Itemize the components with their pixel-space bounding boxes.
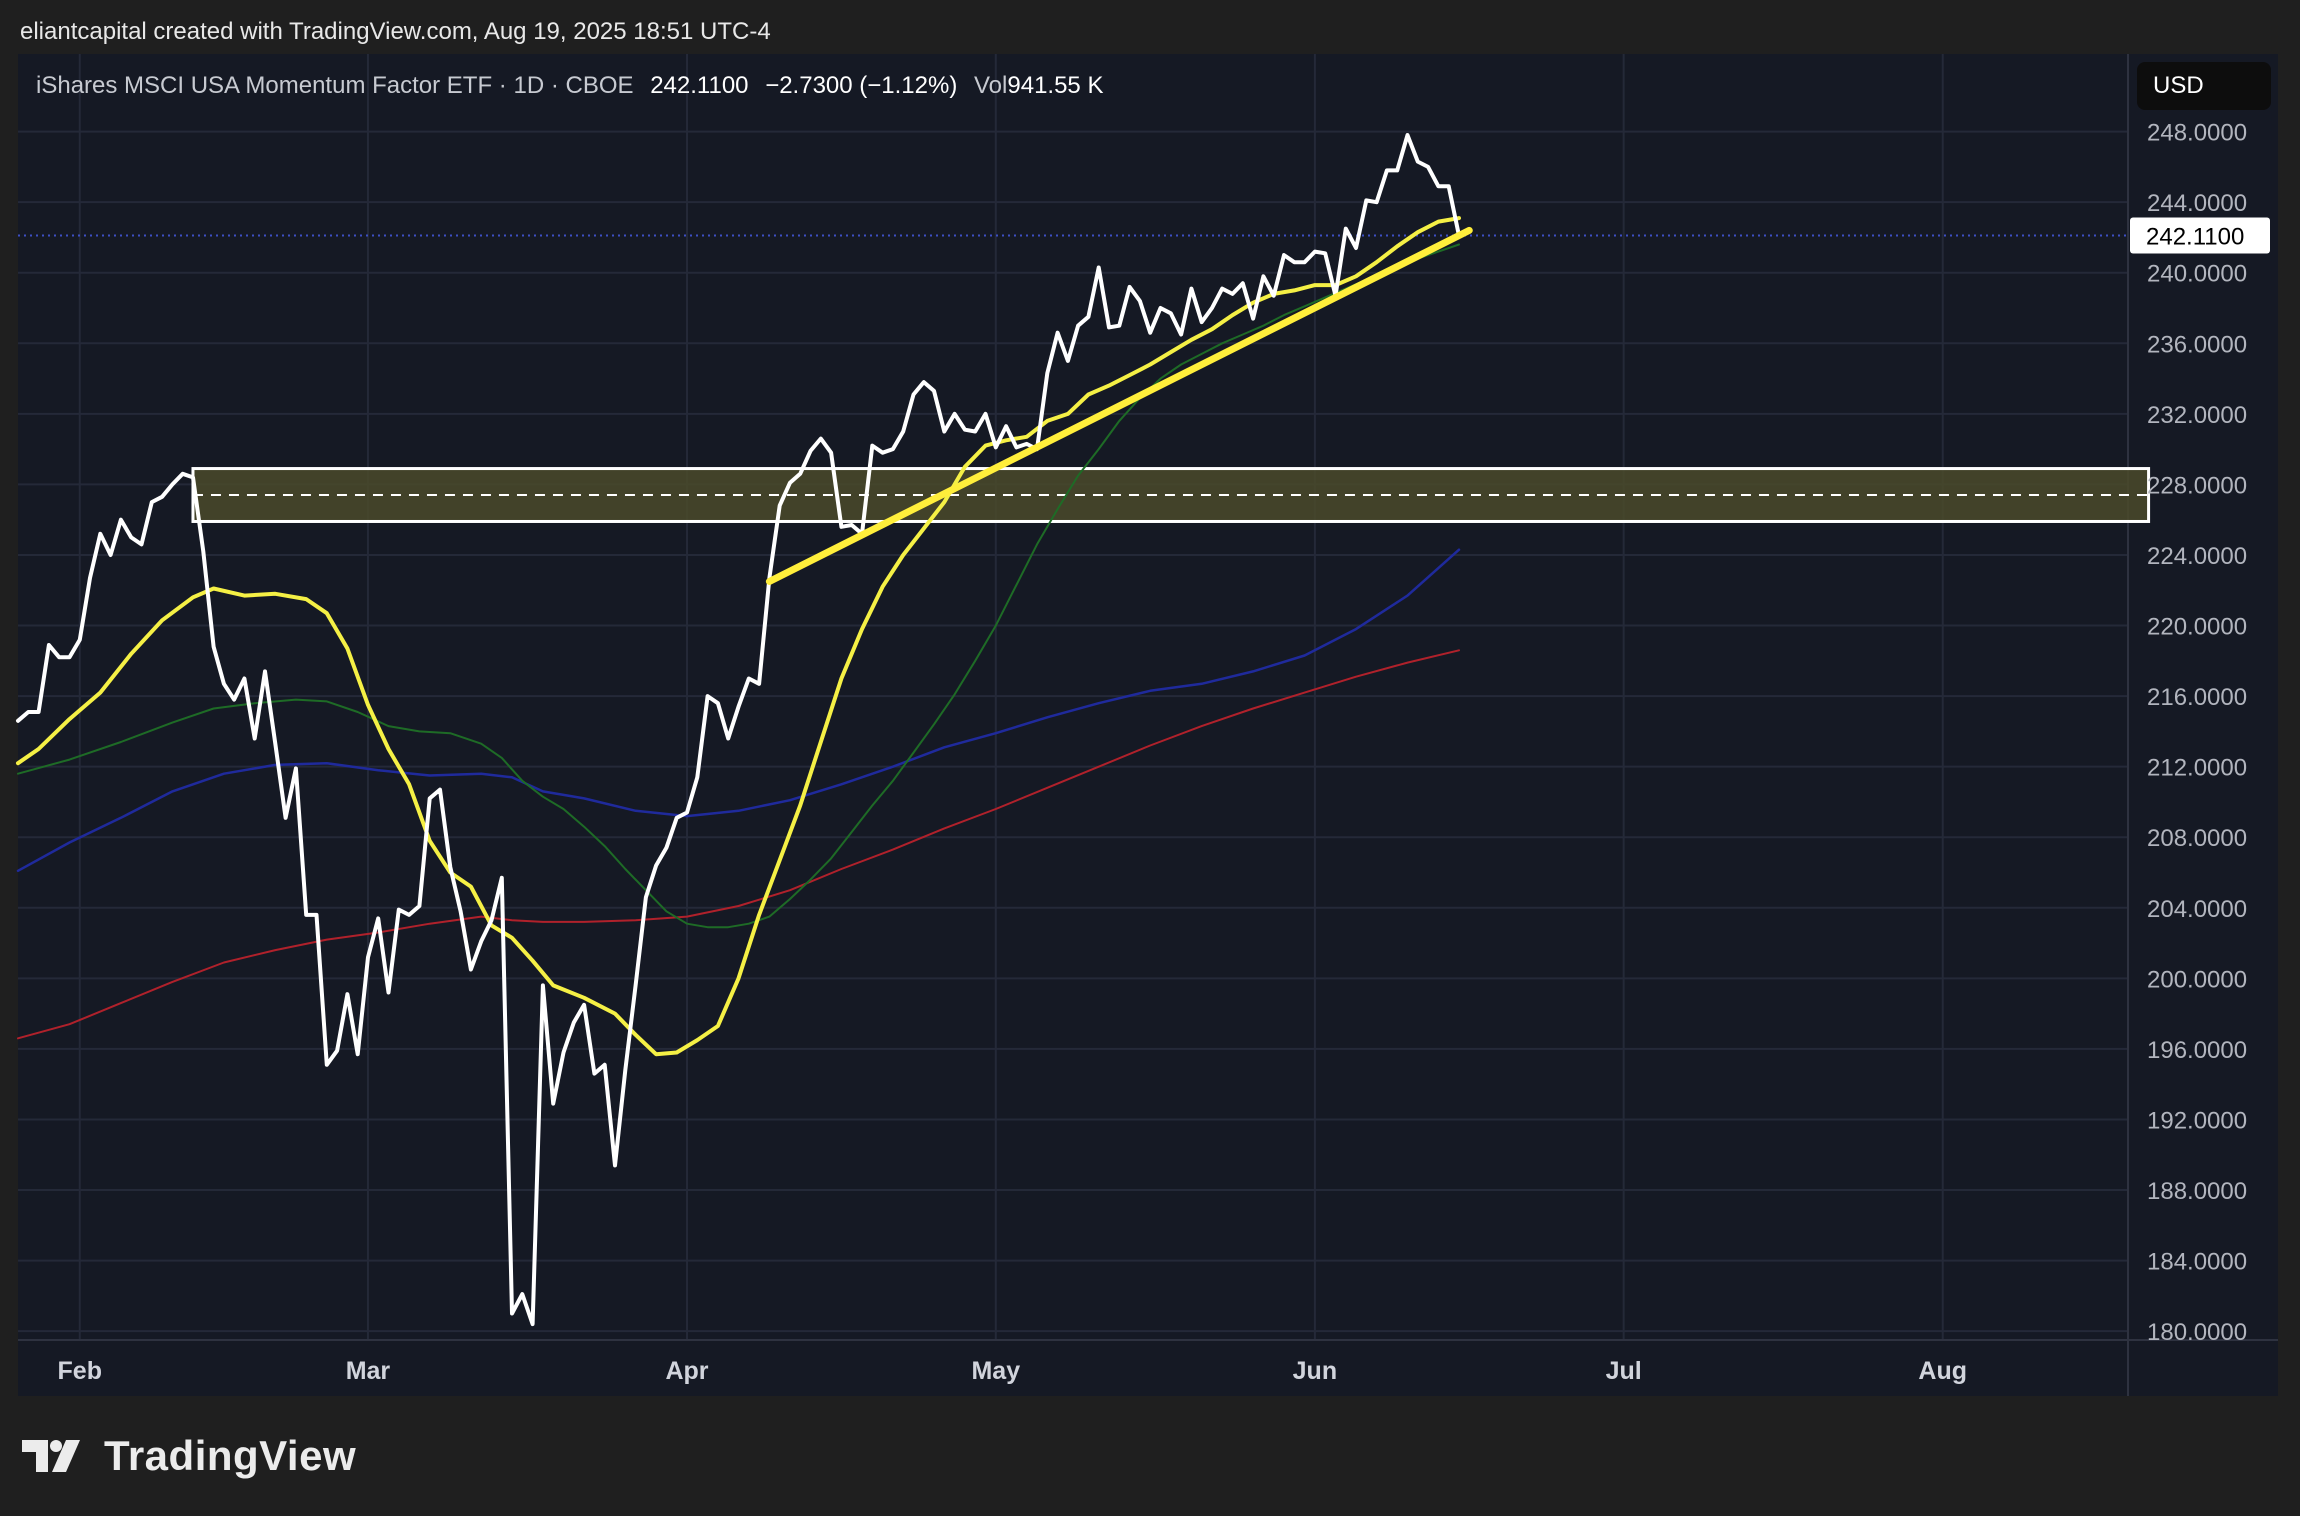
price-tick-label: 228.0000 — [2147, 472, 2247, 499]
support-zone — [191, 467, 2151, 523]
price-tick-label: 212.0000 — [2147, 755, 2247, 782]
price-tick-label: 220.0000 — [2147, 614, 2247, 641]
trendline — [765, 226, 1473, 585]
price-tick-label: 188.0000 — [2147, 1178, 2247, 1205]
brand-name: TradingView — [104, 1432, 357, 1479]
symbol-name: iShares MSCI USA Momentum Factor ETF — [36, 72, 493, 99]
price-tick-label: 200.0000 — [2147, 966, 2247, 993]
price-change: −2.7300 (−1.12%) — [765, 72, 958, 99]
time-tick-label: Mar — [346, 1357, 391, 1385]
series-ma-blue — [16, 548, 1461, 873]
price-tick-label: 216.0000 — [2147, 684, 2247, 711]
price-tick-label: 192.0000 — [2147, 1107, 2247, 1134]
grid-lines — [18, 54, 2278, 1396]
volume-value: 941.55 K — [1007, 72, 1104, 99]
symbol-legend: iShares MSCI USA Momentum Factor ETF · 1… — [36, 72, 1103, 100]
chart-frame[interactable] — [18, 54, 2278, 1396]
attribution: eliantcapital created with TradingView.c… — [20, 18, 771, 45]
price-tick-label: 208.0000 — [2147, 825, 2247, 852]
price-tick-label: 232.0000 — [2147, 402, 2247, 429]
legend-separator: · — [498, 72, 514, 99]
price-tick-label: 240.0000 — [2147, 261, 2247, 288]
last-price: 242.1100 — [650, 72, 749, 99]
series-lines — [16, 133, 1461, 1327]
currency-button[interactable]: USD — [2137, 62, 2271, 110]
price-axis: 180.0000 184.0000 188.0000 192.0000 196.0000… — [2130, 120, 2270, 1346]
symbol-exchange: CBOE — [565, 72, 634, 99]
time-tick-label: Feb — [58, 1357, 102, 1385]
price-tick-label: 236.0000 — [2147, 331, 2247, 358]
tradingview-icon — [22, 1440, 80, 1472]
price-tick-label: 184.0000 — [2147, 1249, 2247, 1276]
price-tick-label: 196.0000 — [2147, 1037, 2247, 1064]
time-tick-label: Aug — [1918, 1357, 1967, 1385]
price-tick-label: 244.0000 — [2147, 190, 2247, 217]
trendline-group — [765, 226, 1473, 585]
price-tick-label: 204.0000 — [2147, 896, 2247, 923]
volume-label: Vol — [974, 72, 1008, 99]
last-price-tag — [2130, 217, 2270, 254]
time-tick-label: Apr — [665, 1357, 708, 1385]
series-ma-mid-green — [17, 243, 1460, 929]
series-ma-red — [17, 649, 1460, 1040]
legend-separator: · — [550, 72, 566, 99]
price-tick-label: 180.0000 — [2147, 1319, 2247, 1346]
series-price — [16, 133, 1461, 1327]
time-tick-label: Jul — [1606, 1357, 1642, 1385]
last-price-tag-label: 242.1100 — [2146, 224, 2244, 251]
price-tick-label: 248.0000 — [2147, 120, 2247, 147]
time-tick-label: Jun — [1293, 1357, 1337, 1385]
time-tick-label: May — [971, 1357, 1020, 1385]
series-ma-short — [16, 216, 1461, 1057]
symbol-interval[interactable]: 1D — [513, 72, 545, 99]
tradingview-logo[interactable]: TradingView — [22, 1432, 356, 1480]
time-axis: Feb Mar Apr May Jun Jul Aug — [58, 1357, 1968, 1385]
price-tick-label: 224.0000 — [2147, 543, 2247, 570]
